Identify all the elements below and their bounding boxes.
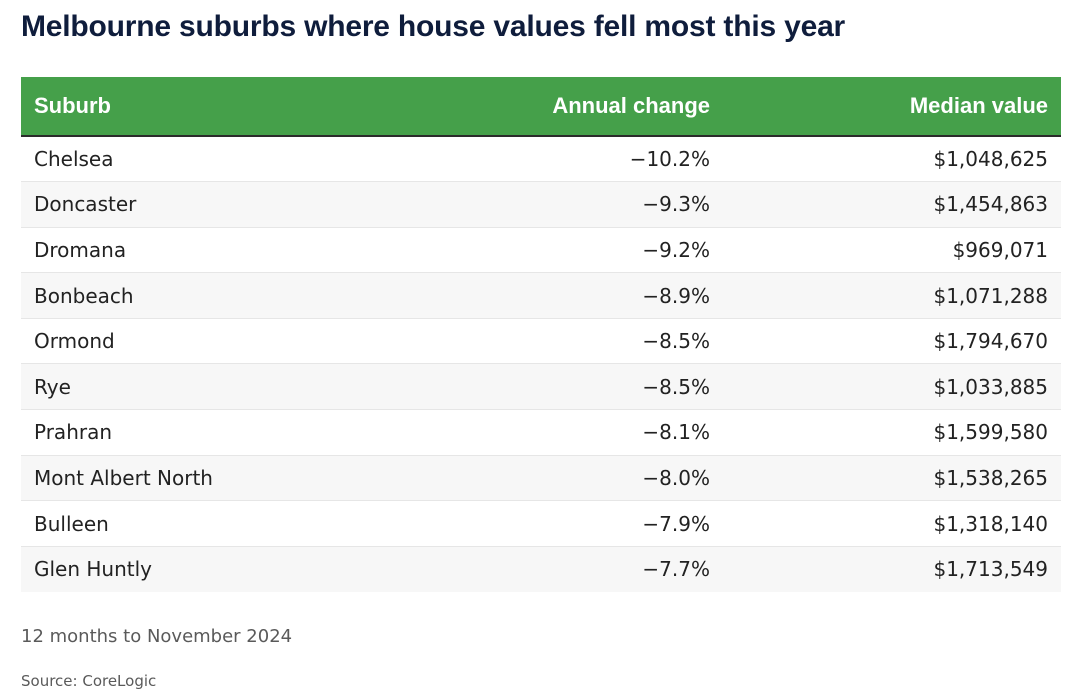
column-header-annual-change: Annual change	[367, 77, 723, 137]
cell-annual-change: −8.1%	[367, 409, 723, 456]
cell-suburb: Ormond	[21, 318, 367, 365]
cell-annual-change: −9.3%	[367, 181, 723, 228]
cell-suburb: Doncaster	[21, 181, 367, 228]
cell-median-value: $1,599,580	[723, 409, 1061, 456]
cell-median-value: $1,454,863	[723, 181, 1061, 228]
cell-annual-change: −8.5%	[367, 363, 723, 411]
cell-median-value: $969,071	[723, 227, 1061, 274]
table-row: Glen Huntly −7.7% $1,713,549	[21, 546, 1061, 592]
source-note: Source: CoreLogic	[21, 672, 157, 690]
table-row: Chelsea −10.2% $1,048,625	[21, 136, 1061, 183]
table-row: Rye −8.5% $1,033,885	[21, 363, 1061, 411]
cell-annual-change: −8.0%	[367, 455, 723, 502]
cell-annual-change: −7.7%	[642, 557, 710, 582]
table-body: Chelsea −10.2% $1,048,625 Doncaster −9.3% $1,…	[21, 136, 1061, 592]
cell-suburb: Prahran	[21, 409, 367, 456]
cell-annual-change: −7.9%	[367, 500, 723, 547]
cell-suburb: Glen Huntly	[34, 557, 153, 582]
cell-median-value: $1,713,549	[933, 557, 1048, 582]
cell-suburb: Rye	[21, 363, 367, 411]
header-row: Suburb Annual change Median value	[21, 77, 1061, 137]
cell-annual-change: −10.2%	[367, 136, 723, 183]
table-row: Bonbeach −8.9% $1,071,288	[21, 272, 1061, 319]
table-row: Prahran −8.1% $1,599,580	[21, 409, 1061, 456]
cell-annual-change: −9.2%	[367, 227, 723, 274]
cell-suburb: Dromana	[21, 227, 367, 274]
cell-suburb: Bulleen	[21, 500, 367, 547]
table-row: Bulleen −7.9% $1,318,140	[21, 500, 1061, 547]
cell-median-value: $1,318,140	[723, 500, 1061, 547]
table-row: Ormond −8.5% $1,794,670	[21, 318, 1061, 365]
column-header-suburb: Suburb	[21, 77, 367, 137]
table-row: Dromana −9.2% $969,071	[21, 227, 1061, 274]
table-header: Suburb Annual change Median value	[21, 77, 1061, 137]
data-table: Suburb Annual change Median value Chelse…	[21, 77, 1061, 592]
cell-annual-change: −8.9%	[367, 272, 723, 319]
cell-annual-change: −8.5%	[367, 318, 723, 365]
cell-suburb: Chelsea	[21, 136, 367, 183]
cell-suburb: Bonbeach	[21, 272, 367, 319]
cell-median-value: $1,048,625	[723, 136, 1061, 183]
column-header-median-value: Median value	[723, 77, 1061, 137]
cell-suburb: Mont Albert North	[21, 455, 367, 502]
cell-median-value: $1,794,670	[723, 318, 1061, 365]
footnote: 12 months to November 2024	[21, 626, 293, 647]
cell-median-value: $1,033,885	[723, 363, 1061, 411]
table-row: Mont Albert North −8.0% $1,538,265	[21, 455, 1061, 502]
cell-median-value: $1,538,265	[723, 455, 1061, 502]
cell-median-value: $1,071,288	[723, 272, 1061, 319]
table-row: Doncaster −9.3% $1,454,863	[21, 181, 1061, 228]
chart-title: Melbourne suburbs where house values fel…	[21, 10, 846, 43]
